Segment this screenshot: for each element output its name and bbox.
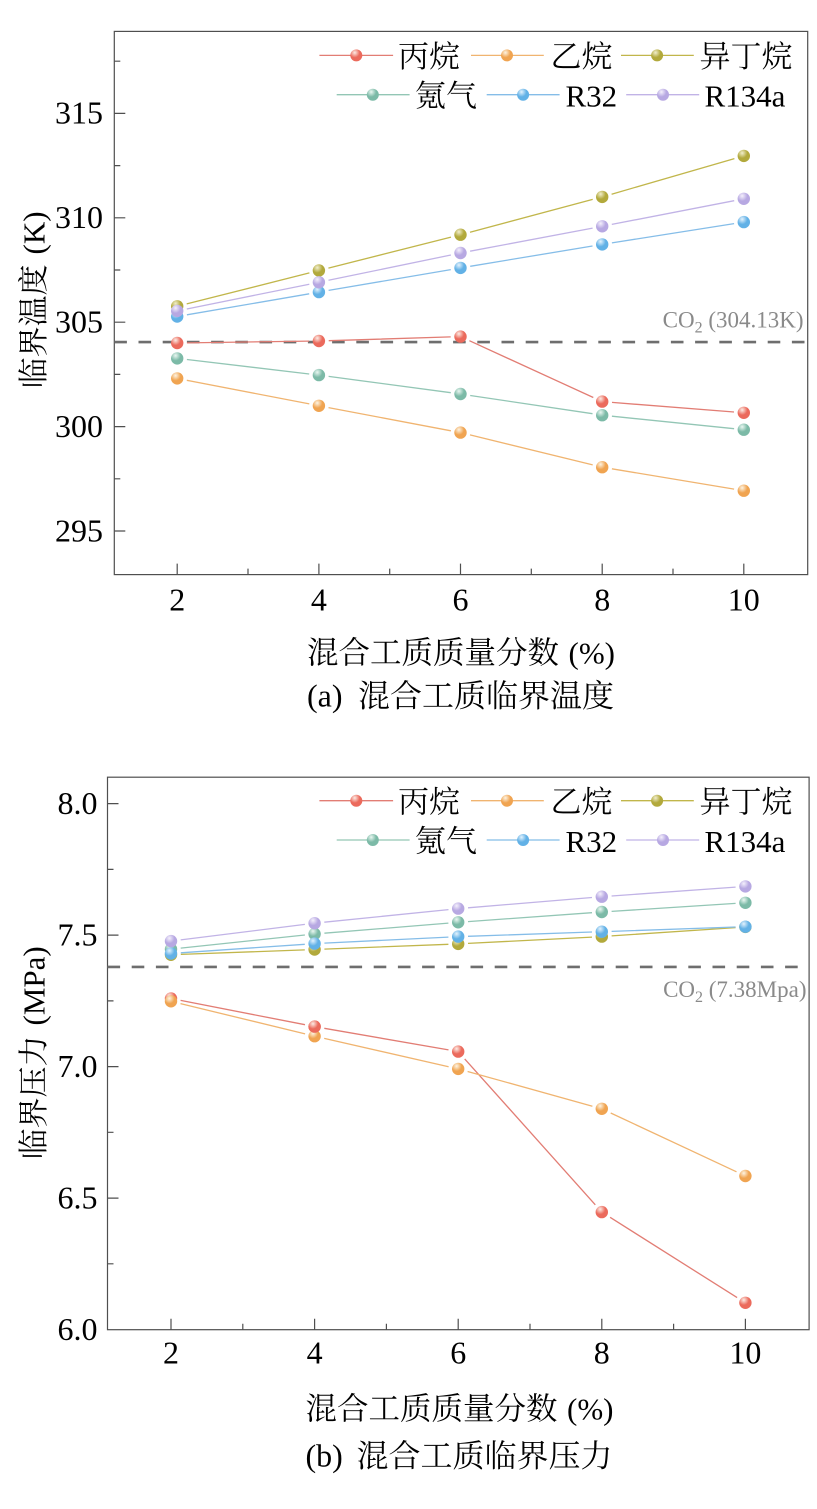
svg-text:310: 310: [55, 199, 103, 235]
svg-text:4: 4: [311, 581, 327, 617]
svg-text:8.0: 8.0: [58, 785, 98, 821]
svg-text:7.0: 7.0: [58, 1048, 98, 1084]
svg-text:(a): (a): [307, 678, 343, 714]
svg-text:8: 8: [594, 1334, 610, 1370]
svg-text:CO2 (304.13K): CO2 (304.13K): [663, 308, 804, 337]
svg-text:6.5: 6.5: [58, 1179, 98, 1215]
svg-text:7.5: 7.5: [58, 916, 98, 952]
svg-text:8: 8: [594, 581, 610, 617]
svg-text:6: 6: [453, 581, 469, 617]
svg-text:295: 295: [55, 512, 103, 548]
svg-text:(MPa): (MPa): [16, 946, 51, 1025]
svg-text:6: 6: [450, 1334, 466, 1370]
svg-text:R32: R32: [566, 824, 618, 859]
svg-text:R134a: R134a: [705, 824, 786, 859]
svg-text:4: 4: [307, 1334, 323, 1370]
svg-text:10: 10: [729, 1334, 761, 1370]
svg-text:(%): (%): [569, 636, 615, 671]
svg-text:R134a: R134a: [705, 79, 786, 114]
svg-text:R32: R32: [566, 79, 618, 114]
svg-text:6.0: 6.0: [58, 1311, 98, 1347]
svg-text:10: 10: [728, 581, 760, 617]
svg-text:2: 2: [169, 581, 185, 617]
svg-text:(b): (b): [306, 1438, 343, 1474]
svg-text:(%): (%): [567, 1392, 613, 1427]
svg-text:(K): (K): [16, 211, 51, 254]
svg-text:2: 2: [163, 1334, 179, 1370]
svg-text:305: 305: [55, 304, 103, 340]
svg-text:300: 300: [55, 408, 103, 444]
svg-text:CO2 (7.38Mpa): CO2 (7.38Mpa): [663, 977, 806, 1006]
svg-text:315: 315: [55, 95, 103, 131]
